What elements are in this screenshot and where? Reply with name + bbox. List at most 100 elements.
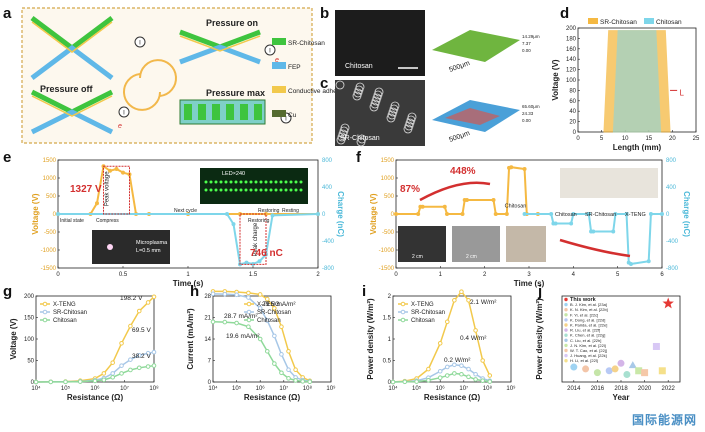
x-tick-label: 10⁴ — [388, 385, 398, 392]
y2-tick-label: 800 — [322, 158, 333, 164]
legend-label: Chitosan — [656, 19, 682, 26]
ammeter-symbol: I — [139, 41, 141, 47]
stage-label: Next cycle — [174, 208, 197, 214]
charge-point — [316, 212, 320, 216]
xteng-photo — [506, 226, 546, 262]
voltage-point — [114, 167, 119, 171]
x-axis-label: Length (mm) — [613, 143, 662, 152]
led-dot — [214, 180, 218, 184]
legend-marker — [564, 338, 568, 342]
series-point — [234, 292, 239, 298]
charge-point — [591, 229, 596, 234]
legend-marker — [564, 343, 568, 348]
charge-point — [225, 212, 229, 216]
series-point — [136, 308, 142, 314]
sem-label: Chitosan — [345, 63, 373, 70]
y-tick-label: 7 — [208, 359, 212, 365]
voltage-point — [442, 204, 447, 209]
y-axis-label: Current (mA/m²) — [186, 308, 195, 370]
charge-point — [611, 229, 616, 234]
y-tick-label: 0.5 — [383, 359, 392, 365]
y-tick-label: 2 — [388, 294, 392, 300]
x-tick-label: 1 — [439, 272, 443, 278]
x-tick-label: 10⁴ — [31, 385, 41, 392]
x-tick-label: 10⁶ — [436, 385, 446, 392]
series-point — [246, 290, 251, 296]
legend-marker — [564, 323, 568, 327]
legend-label: Chitosan — [411, 318, 435, 324]
legend-label: K. Dong, et al. [22d] — [570, 317, 605, 322]
fep-layer — [30, 44, 114, 80]
series-point — [452, 362, 457, 368]
x-tick-label: 5 — [616, 272, 620, 278]
series-point — [264, 318, 270, 323]
series-point — [437, 341, 443, 346]
legend-label: SR-Chitosan — [257, 310, 291, 316]
x-axis-label: Time (s) — [514, 279, 545, 288]
y-tick-label: 50 — [27, 359, 34, 365]
stage-label: Compress — [96, 218, 119, 224]
legend-marker — [564, 333, 568, 337]
voltage-point — [420, 204, 425, 209]
y-tick-label: 140 — [566, 57, 577, 63]
voltage-point — [509, 165, 514, 170]
legend-swatch — [644, 18, 654, 24]
led-dot — [264, 180, 268, 184]
legend-label: K. Parida, et al. [22e] — [570, 323, 607, 328]
voltage-point — [444, 212, 449, 216]
series-point — [459, 371, 464, 377]
y-tick-label: 200 — [24, 294, 35, 300]
y-tick-label: -1000 — [41, 248, 57, 254]
y-axis-label: Voltage (V) — [9, 318, 18, 360]
legend-label: C. Liu, et al. [22h] — [570, 338, 601, 343]
circle-point — [570, 363, 578, 371]
adhesive-layer — [179, 35, 261, 52]
legend-marker — [42, 301, 48, 307]
y2-tick-label: -800 — [322, 266, 335, 272]
series-point — [293, 378, 298, 383]
colorbar-label: 14.29μm — [522, 34, 540, 39]
y2-tick-label: -400 — [322, 239, 335, 245]
legend-label: Cu — [288, 112, 297, 119]
y-tick-label: 1000 — [381, 176, 395, 182]
circle-point — [605, 367, 613, 375]
y-tick-label: 500 — [384, 194, 395, 200]
y-tick-label: 1000 — [43, 176, 57, 182]
led-dot — [299, 188, 303, 192]
stage-label: Restoring — [248, 218, 270, 224]
y-tick-label: 14 — [204, 337, 211, 343]
peak-charge-box — [239, 213, 267, 265]
series-point — [110, 360, 115, 365]
value-annotation: 29.5 mA/m² — [262, 301, 296, 308]
y-tick-label: -1000 — [379, 248, 395, 254]
panel-letter: f — [356, 149, 362, 166]
led-dot — [219, 180, 223, 184]
electron-symbol: e — [118, 123, 122, 130]
series-point — [437, 375, 443, 381]
series-point — [151, 294, 157, 300]
voltage-point — [108, 168, 112, 173]
y-tick-label: 180 — [566, 36, 577, 42]
voltage-line — [58, 164, 318, 215]
value-annotation: 0.4 W/m² — [460, 335, 487, 342]
series-point — [487, 373, 493, 378]
device-pressure-off — [30, 89, 114, 135]
series-point — [210, 291, 216, 297]
adhesive-layer — [31, 21, 113, 53]
series-point — [459, 363, 464, 368]
pressure-on-label: Pressure on — [206, 18, 258, 28]
ammeter-icon — [134, 36, 146, 48]
peak-charge-value: 746 nC — [250, 248, 283, 259]
series-point — [272, 333, 277, 339]
x-axis-label: Year — [613, 393, 630, 402]
x-tick-label: 10⁹ — [326, 385, 336, 392]
y-tick-label: 1500 — [381, 158, 395, 164]
peak-voltage-value: 1327 V — [70, 184, 102, 195]
charge-point — [648, 212, 653, 216]
value-annotation: 28.7 mA/m² — [224, 313, 258, 320]
series-point — [257, 305, 263, 311]
chitosan-sem-image — [335, 10, 425, 76]
charge-point — [56, 212, 60, 216]
voltage-point — [95, 201, 99, 206]
y-tick-label: 1.5 — [383, 316, 392, 322]
